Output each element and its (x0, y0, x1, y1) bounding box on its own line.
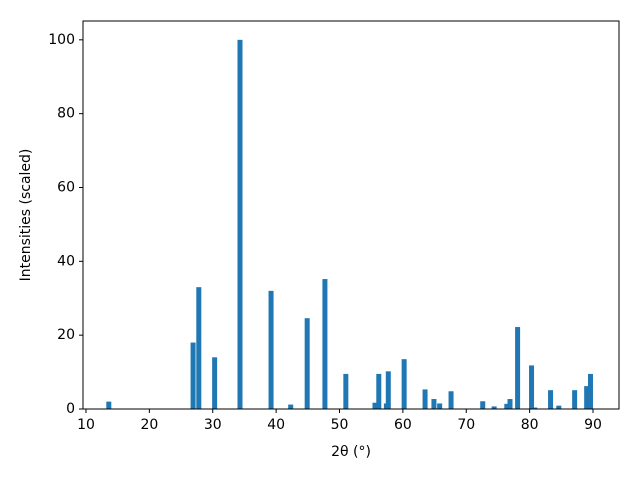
x-tick-label: 90 (584, 417, 602, 433)
bar (196, 287, 202, 409)
bar (343, 373, 349, 409)
bar (532, 407, 538, 409)
y-tick-label: 0 (66, 401, 75, 417)
x-tick-label: 70 (457, 417, 475, 433)
y-tick-label: 20 (57, 327, 75, 343)
bar (385, 371, 391, 409)
bar (288, 404, 294, 409)
x-tick-label: 10 (77, 417, 95, 433)
bar (376, 373, 382, 409)
x-tick-label: 50 (331, 417, 349, 433)
y-tick-label: 80 (57, 106, 75, 122)
bar (322, 279, 328, 409)
y-tick-label: 100 (48, 32, 75, 48)
bar (106, 401, 112, 409)
bar (515, 327, 521, 409)
bar (401, 359, 407, 409)
bar (556, 405, 562, 409)
x-tick-label: 80 (521, 417, 539, 433)
y-axis-label: Intensities (scaled) (18, 149, 34, 282)
y-tick-label: 40 (57, 253, 75, 269)
bar (422, 389, 428, 409)
bar (437, 403, 443, 409)
bar (237, 39, 243, 409)
plot-frame (82, 20, 620, 410)
bar (268, 290, 274, 409)
bar (304, 318, 310, 409)
bar (448, 391, 454, 409)
x-tick-label: 20 (140, 417, 158, 433)
bar (507, 399, 513, 409)
x-tick-label: 40 (267, 417, 285, 433)
bar (372, 402, 378, 409)
bar (587, 373, 593, 409)
bar (491, 406, 497, 409)
bar (572, 390, 578, 409)
bar (548, 390, 554, 409)
bar (190, 342, 196, 409)
x-tick-label: 30 (204, 417, 222, 433)
y-tick-label: 60 (57, 179, 75, 195)
bar (212, 357, 218, 409)
bar (584, 386, 590, 409)
bar (431, 399, 437, 409)
bar (480, 401, 486, 409)
bar (529, 365, 535, 409)
x-axis-label: 2θ (°) (331, 444, 371, 460)
x-tick-label: 60 (394, 417, 412, 433)
bar (504, 403, 510, 409)
